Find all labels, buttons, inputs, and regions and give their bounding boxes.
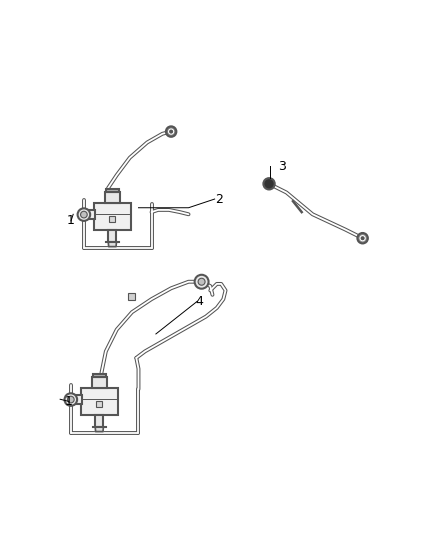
Circle shape [166, 126, 177, 137]
Text: 4: 4 [195, 295, 203, 308]
Bar [84, 210, 95, 220]
Polygon shape [108, 242, 117, 247]
Circle shape [194, 275, 208, 289]
Bar [93, 374, 106, 377]
Circle shape [64, 393, 77, 406]
Bar [106, 189, 119, 192]
Bar [108, 230, 117, 242]
Circle shape [81, 211, 87, 218]
Bar [110, 216, 115, 222]
Text: 1: 1 [65, 395, 73, 408]
Bar [71, 395, 81, 405]
Polygon shape [95, 427, 103, 432]
Circle shape [357, 233, 368, 244]
Bar [127, 294, 134, 301]
Circle shape [198, 278, 205, 285]
Circle shape [169, 129, 174, 134]
Circle shape [263, 178, 275, 189]
Text: 1: 1 [67, 214, 75, 227]
Circle shape [78, 208, 90, 221]
Bar [94, 203, 131, 230]
Circle shape [67, 396, 74, 403]
Text: 3: 3 [278, 160, 286, 173]
Bar [105, 192, 120, 203]
Bar [92, 377, 107, 387]
Bar [96, 401, 102, 407]
Circle shape [360, 236, 365, 241]
Bar [81, 387, 118, 415]
Bar [95, 415, 103, 427]
Text: 2: 2 [215, 192, 223, 206]
